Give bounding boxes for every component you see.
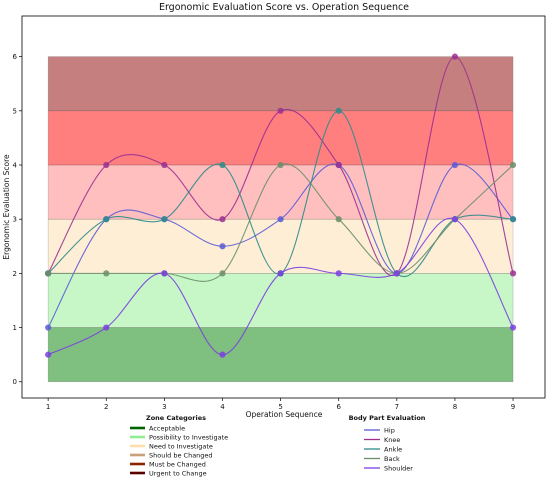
point-back-4 xyxy=(219,270,226,277)
x-tick-label: 8 xyxy=(453,403,457,411)
point-back-5 xyxy=(277,161,284,169)
x-axis-ticks: 1 2 3 4 5 6 7 8 9 xyxy=(46,398,515,411)
x-tick-label: 6 xyxy=(336,403,341,411)
point-shoulder-6 xyxy=(335,270,342,277)
point-ankle-6 xyxy=(335,107,342,114)
series-legend-label: Shoulder xyxy=(384,464,413,472)
point-knee-6 xyxy=(335,161,342,169)
point-shoulder-8 xyxy=(451,216,459,223)
zone-legend-label: Must be Changed xyxy=(149,460,206,468)
point-hip-1 xyxy=(45,324,52,331)
y-tick-label: 4 xyxy=(13,162,18,170)
x-tick-label: 1 xyxy=(46,403,50,411)
point-knee-8 xyxy=(451,53,459,60)
x-tick-label: 5 xyxy=(278,403,282,411)
zone-legend-label: Possibility to Investigate xyxy=(149,433,228,441)
zone-band-urgent-to-change xyxy=(47,56,514,112)
point-ankle-4 xyxy=(219,161,226,169)
y-axis-ticks: 0 1 2 3 4 5 6 xyxy=(13,53,22,386)
y-tick-label: 3 xyxy=(13,216,17,224)
point-hip-8 xyxy=(451,161,459,169)
x-tick-label: 7 xyxy=(395,403,399,411)
point-back-9 xyxy=(509,161,517,169)
y-tick-label: 1 xyxy=(13,324,17,332)
zone-legend-label: Acceptable xyxy=(149,424,185,432)
point-knee-4 xyxy=(219,216,226,223)
y-axis-label: Ergonomic Evaluation Score xyxy=(2,154,11,260)
series-points xyxy=(45,53,517,358)
zone-legend-label: Urgent to Change xyxy=(149,469,207,477)
point-shoulder-9 xyxy=(509,324,517,331)
point-shoulder-2 xyxy=(103,324,110,331)
zone-legend-title: Zone Categories xyxy=(146,414,206,422)
point-back-6 xyxy=(335,216,342,223)
series-line-ankle xyxy=(47,110,514,277)
zone-band-should-be-changed xyxy=(47,164,514,220)
x-axis-label: Operation Sequence xyxy=(246,410,323,419)
point-back-2 xyxy=(103,270,110,277)
x-tick-label: 2 xyxy=(104,403,108,411)
point-ankle-2 xyxy=(103,216,110,223)
point-knee-3 xyxy=(161,161,168,169)
zone-band-acceptable xyxy=(47,327,514,383)
series-legend-label: Back xyxy=(384,455,400,463)
series-legend-label: Hip xyxy=(384,426,395,434)
point-knee-5 xyxy=(277,107,284,114)
zone-band-must-be-changed xyxy=(47,110,514,166)
point-shoulder-7 xyxy=(393,270,400,277)
point-shoulder-5 xyxy=(277,270,284,277)
series-line-hip xyxy=(47,163,514,328)
zone-band-possibility-to-investigate xyxy=(47,273,514,328)
plot-frame xyxy=(21,15,546,399)
point-shoulder-1 xyxy=(45,351,52,358)
point-shoulder-3 xyxy=(161,270,168,277)
point-knee-2 xyxy=(103,161,110,169)
point-hip-4 xyxy=(219,243,226,250)
chart-title: Ergonomic Evaluation Score vs. Operation… xyxy=(159,2,409,13)
zone-band-need-to-investigate xyxy=(47,218,514,274)
series-legend-label: Knee xyxy=(384,436,400,444)
y-tick-label: 6 xyxy=(13,53,18,61)
series-legend-label: Ankle xyxy=(384,445,402,453)
x-tick-label: 4 xyxy=(220,403,225,411)
x-tick-label: 9 xyxy=(511,403,515,411)
y-tick-label: 5 xyxy=(13,107,17,115)
series-legend-title: Body Part Evaluation xyxy=(349,414,426,422)
zone-legend-label: Should be Changed xyxy=(149,451,213,459)
point-back-1 xyxy=(45,270,52,277)
x-tick-label: 3 xyxy=(162,403,166,411)
zone-legend-label: Need to Investigate xyxy=(149,442,213,450)
point-hip-5 xyxy=(277,216,284,223)
point-shoulder-4 xyxy=(219,351,226,358)
point-ankle-9 xyxy=(509,216,517,223)
point-ankle-3 xyxy=(161,216,168,223)
point-knee-9 xyxy=(509,270,517,277)
y-tick-label: 2 xyxy=(13,270,17,278)
y-tick-label: 0 xyxy=(13,378,17,386)
